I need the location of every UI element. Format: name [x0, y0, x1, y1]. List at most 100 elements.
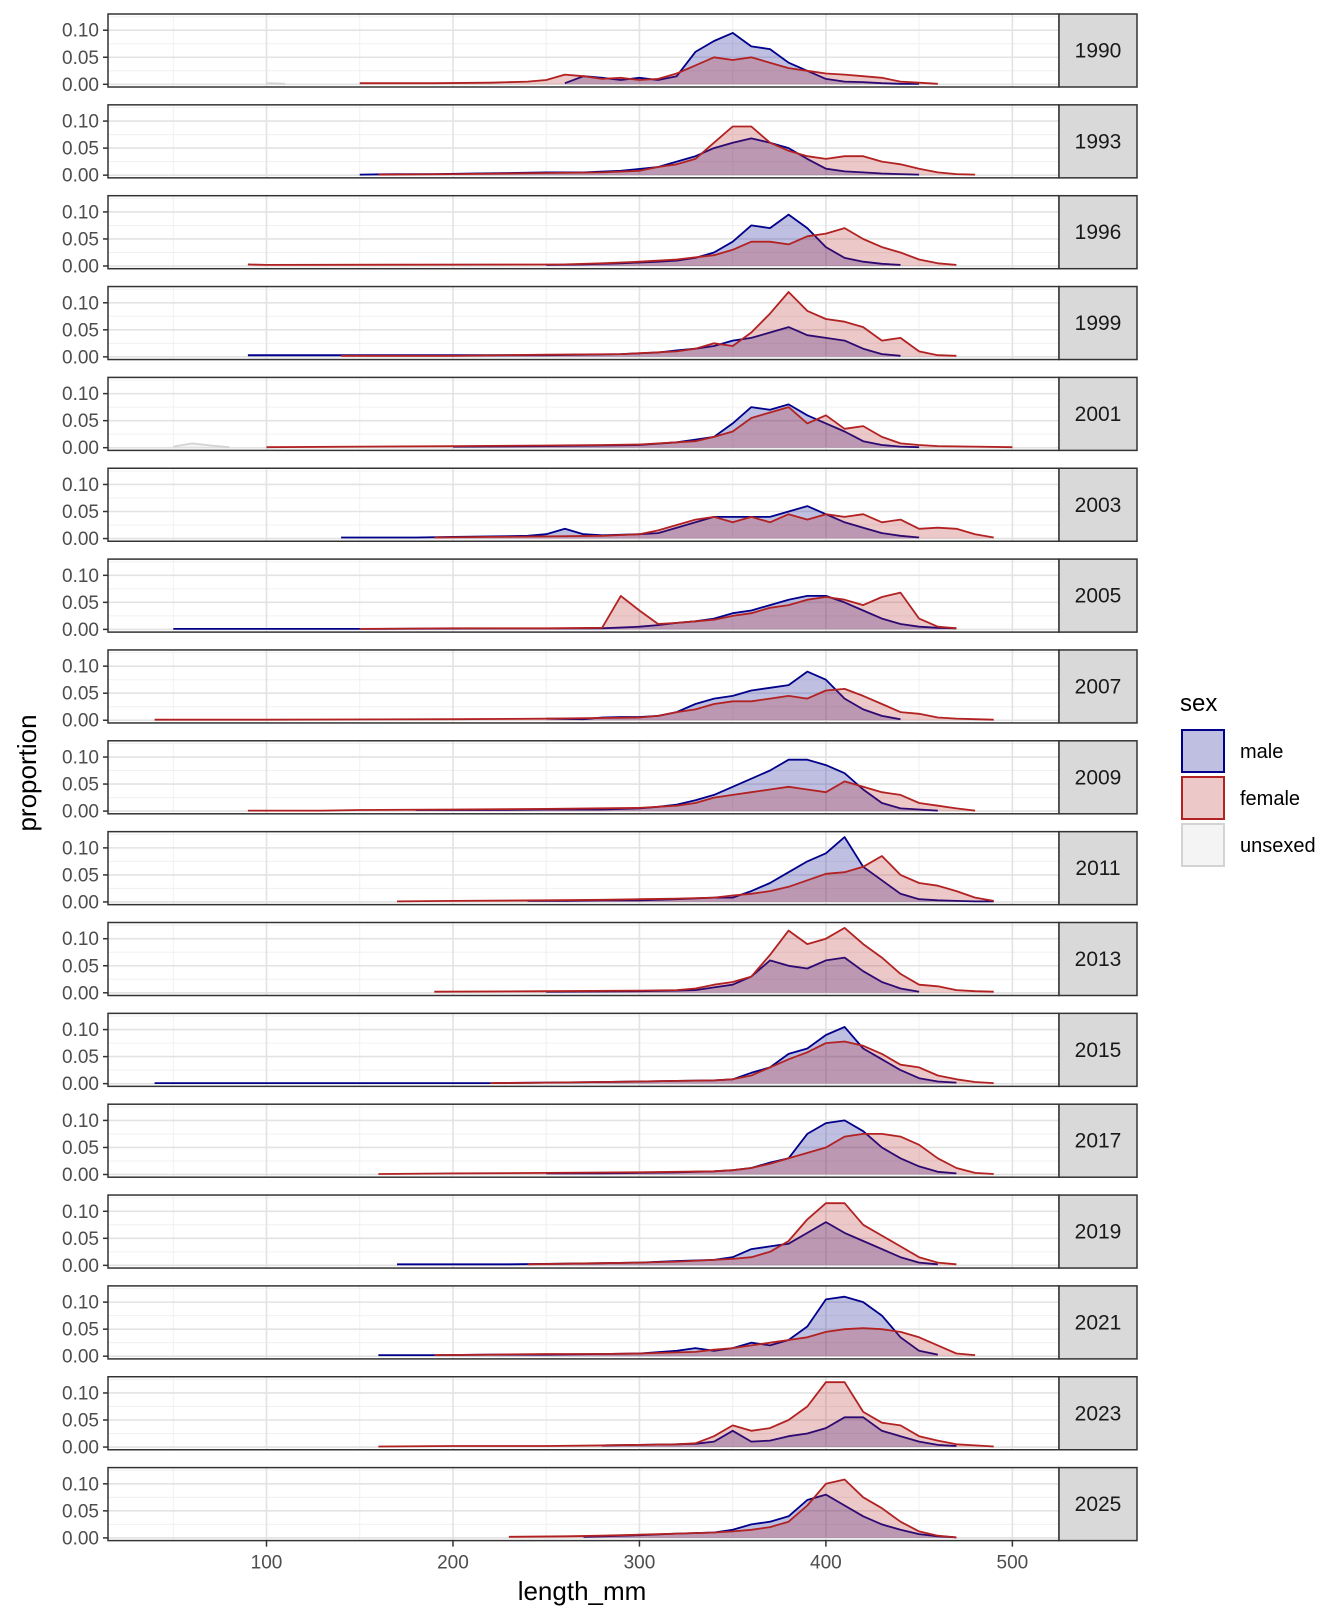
facet-strip-label: 1990: [1075, 40, 1122, 63]
area-male-1999: [247, 327, 901, 357]
y-tick-label: 0.05: [62, 502, 99, 523]
y-tick-label: 0.05: [62, 1320, 99, 1341]
y-tick-label: 0.00: [62, 1438, 99, 1459]
facet-panel-2013: 2013 0.00 0.05 0.10: [62, 921, 1138, 1004]
facet-panel-1990: 1990 0.00 0.05 0.10: [62, 13, 1138, 96]
area-female-1996: [247, 228, 957, 266]
facet-strip: [1058, 13, 1138, 88]
line-male-2005: [173, 595, 957, 630]
y-tick-label: 0.00: [62, 802, 99, 823]
y-tick-label: 0.10: [62, 21, 99, 42]
facet-panel-2007: 2007 0.00 0.05 0.10: [62, 649, 1138, 732]
y-tick-label: 0.00: [62, 1256, 99, 1277]
area-male-2019: [397, 1222, 938, 1266]
y-tick-label: 0.05: [62, 229, 99, 250]
line-male-2015: [154, 1026, 957, 1084]
y-tick-label: 0.00: [62, 1347, 99, 1368]
facet-strip: [1058, 740, 1138, 815]
y-tick-label: 0.10: [62, 384, 99, 405]
line-female-2005: [359, 591, 957, 630]
y-tick-label: 0.00: [62, 1074, 99, 1095]
legend-label-male: male: [1240, 741, 1283, 763]
line-female-2001: [266, 406, 1013, 449]
line-male-1996: [546, 213, 901, 266]
line-female-2011: [396, 855, 994, 903]
x-tick-label: 400: [810, 1553, 842, 1574]
facet-strip: [1058, 649, 1138, 724]
line-female-2017: [378, 1133, 994, 1175]
line-female-2023: [378, 1381, 994, 1448]
line-female-2019: [527, 1202, 957, 1266]
y-tick-label: 0.05: [62, 956, 99, 977]
line-male-1990: [564, 32, 920, 85]
area-male-2009: [415, 759, 938, 812]
area-female-2013: [434, 927, 994, 993]
facet-strip: [1058, 830, 1138, 906]
area-female-2021: [434, 1328, 976, 1357]
facet-panel-2015: 2015 0.00 0.05 0.10: [62, 1012, 1138, 1095]
area-male-2013: [546, 957, 920, 993]
line-female-2003: [434, 513, 994, 539]
line-unsexed-2001: [173, 442, 230, 449]
facet-panel-2021: 2021 0.00 0.05 0.10: [62, 1285, 1138, 1368]
line-female-1990: [359, 56, 938, 85]
area-male-2005: [173, 595, 957, 630]
y-tick-label: 0.05: [62, 865, 99, 886]
facet-strip: [1058, 1466, 1138, 1542]
y-tick-label: 0.10: [62, 202, 99, 223]
legend-title: sex: [1180, 690, 1217, 717]
facet-strip-label: 2017: [1075, 1130, 1122, 1153]
facet-strip-label: 1996: [1075, 221, 1122, 244]
facet-strip: [1058, 1012, 1138, 1088]
facet-strip-label: 2023: [1075, 1402, 1122, 1425]
y-tick-label: 0.05: [62, 775, 99, 796]
y-tick-label: 0.05: [62, 1411, 99, 1432]
line-female-1999: [341, 291, 957, 357]
area-male-2025: [583, 1494, 957, 1538]
y-tick-label: 0.05: [62, 684, 99, 705]
x-tick-label: 200: [437, 1553, 469, 1574]
panel-background: [108, 104, 1059, 178]
x-tick-label: 100: [251, 1553, 283, 1574]
facet-panel-1996: 1996 0.00 0.05 0.10: [62, 194, 1138, 277]
panel-background: [108, 649, 1059, 723]
y-tick-label: 0.00: [62, 1528, 99, 1549]
facet-strip: [1058, 1376, 1138, 1451]
y-tick-label: 0.10: [62, 112, 99, 133]
y-tick-label: 0.00: [62, 711, 99, 732]
y-tick-label: 0.00: [62, 438, 99, 459]
line-female-1996: [247, 227, 957, 266]
area-male-2021: [378, 1296, 938, 1357]
area-male-2011: [527, 837, 994, 902]
y-tick-label: 0.10: [62, 1202, 99, 1223]
line-female-2007: [154, 688, 994, 721]
facet-panels: 1990 0.00 0.05 0.10 1993 0.00 0.05 0.10 1996 0.00…: [62, 13, 1138, 1549]
facet-panel-2017: 2017 0.00 0.05 0.10: [62, 1103, 1138, 1186]
facet-strip: [1058, 104, 1138, 179]
y-tick-label: 0.05: [62, 1501, 99, 1522]
y-tick-label: 0.10: [62, 748, 99, 769]
y-tick-label: 0.05: [62, 320, 99, 341]
y-tick-label: 0.10: [62, 657, 99, 678]
y-tick-label: 0.05: [62, 48, 99, 69]
area-male-2003: [341, 506, 920, 539]
line-female-2021: [434, 1327, 976, 1356]
y-tick-label: 0.05: [62, 1138, 99, 1159]
area-male-2023: [602, 1417, 957, 1447]
area-female-2015: [490, 1041, 994, 1084]
facet-strip-label: 2011: [1075, 857, 1120, 880]
area-female-2005: [359, 592, 957, 630]
area-female-1990: [359, 57, 938, 85]
panel-background: [108, 377, 1059, 451]
facet-strip: [1058, 467, 1138, 542]
facet-strip-label: 2021: [1075, 1311, 1122, 1334]
facet-strip: [1058, 285, 1138, 361]
legend-label-female: female: [1240, 788, 1300, 810]
x-axis-title: length_mm: [518, 1576, 647, 1606]
facet-strip-label: 1993: [1075, 130, 1122, 153]
legend-key-unsexed: [1181, 823, 1225, 867]
legend: sex male female unsexed: [1180, 690, 1316, 867]
facet-strip: [1058, 1285, 1138, 1360]
facet-strip-label: 2025: [1075, 1493, 1122, 1516]
